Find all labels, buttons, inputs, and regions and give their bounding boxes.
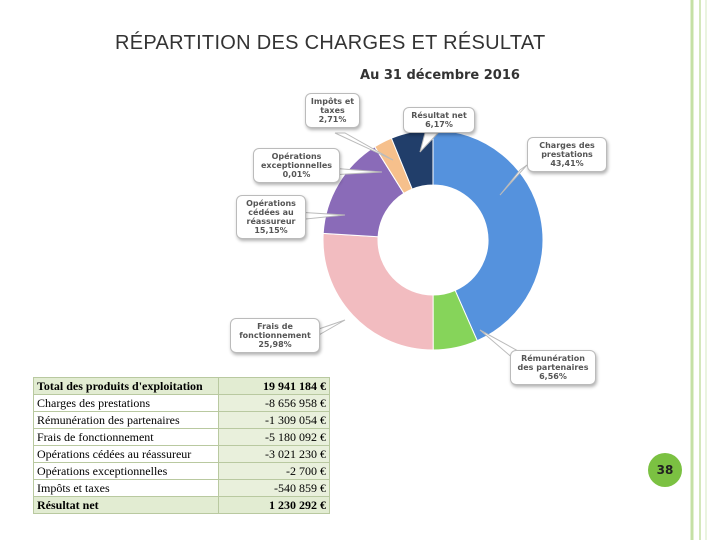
table-cell: -1 309 054 €	[218, 411, 330, 429]
callout-label: Impôts et taxes	[310, 97, 355, 115]
callout: Opérations cédées au réassureur 15,15%	[236, 195, 306, 239]
table-cell: Impôts et taxes	[33, 479, 219, 497]
table-row: Total des produits d'exploitation 19 941 …	[33, 377, 330, 395]
callout-value: 0,01%	[282, 170, 311, 179]
callout: Résultat net 6,17%	[403, 107, 475, 133]
table-cell: Rémunération des partenaires	[33, 411, 219, 429]
callout: Frais de fonctionnement 25,98%	[230, 318, 320, 353]
table-cell: Opérations exceptionnelles	[33, 462, 219, 480]
table: Total des produits d'exploitation 19 941 …	[33, 377, 330, 514]
table-row: Charges des prestations -8 656 958 €	[33, 394, 330, 412]
table-cell: Charges des prestations	[33, 394, 219, 412]
callout: Opérations exceptionnelles 0,01%	[253, 148, 340, 183]
callout: Rémunération des partenaires 6,56%	[510, 350, 596, 385]
callout-label: Résultat net	[411, 111, 467, 120]
callout-label: Opérations cédées au réassureur	[246, 199, 296, 226]
callout-value: 6,17%	[425, 120, 453, 129]
slide-title: RÉPARTITION DES CHARGES ET RÉSULTAT	[115, 32, 546, 54]
table-cell: -5 180 092 €	[218, 428, 330, 446]
chart-subtitle: Au 31 décembre 2016	[360, 68, 520, 83]
table-cell: -3 021 230 €	[218, 445, 330, 463]
table-row: Opérations cédées au réassureur -3 021 23…	[33, 445, 330, 463]
callout-label: Rémunération des partenaires	[517, 354, 589, 372]
table-cell: Résultat net	[33, 496, 219, 514]
table-cell: -540 859 €	[218, 479, 330, 497]
table-row: Rémunération des partenaires -1 309 054 €	[33, 411, 330, 429]
table-cell: -8 656 958 €	[218, 394, 330, 412]
table-row: Résultat net 1 230 292 €	[33, 496, 330, 514]
callout-value: 6,56%	[539, 372, 567, 381]
callout-label: Opérations exceptionnelles	[260, 152, 333, 170]
callout: Impôts et taxes 2,71%	[305, 93, 360, 128]
table-row: Frais de fonctionnement -5 180 092 €	[33, 428, 330, 446]
callout-value: 2,71%	[318, 115, 347, 124]
callout-value: 15,15%	[254, 226, 288, 235]
table-cell: 1 230 292 €	[218, 496, 330, 514]
table-cell: 19 941 184 €	[218, 377, 330, 395]
page-number: 38	[648, 453, 682, 487]
callout: Charges des prestations 43,41%	[527, 137, 607, 172]
table-row: Impôts et taxes -540 859 €	[33, 479, 330, 497]
table-cell: -2 700 €	[218, 462, 330, 480]
table-cell: Frais de fonctionnement	[33, 428, 219, 446]
table-cell: Opérations cédées au réassureur	[33, 445, 219, 463]
table-row: Opérations exceptionnelles -2 700 €	[33, 462, 330, 480]
donut-slice	[322, 232, 434, 351]
table-cell: Total des produits d'exploitation	[33, 377, 219, 395]
callout-value: 43,41%	[550, 159, 584, 168]
callout-label: Frais de fonctionnement	[239, 322, 311, 340]
donut-slice	[432, 129, 544, 342]
callout-value: 25,98%	[258, 340, 292, 349]
callout-label: Charges des prestations	[539, 141, 595, 159]
